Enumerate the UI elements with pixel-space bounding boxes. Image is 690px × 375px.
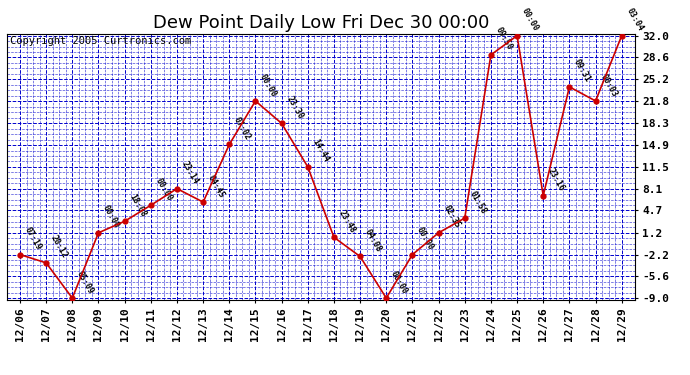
Text: 00:00: 00:00 [415,226,435,252]
Text: 03:04: 03:04 [624,7,644,33]
Text: 07:19: 07:19 [23,226,43,252]
Title: Dew Point Daily Low Fri Dec 30 00:00: Dew Point Daily Low Fri Dec 30 00:00 [152,14,489,32]
Text: 09:50: 09:50 [493,26,514,52]
Text: 00:00: 00:00 [101,204,121,230]
Text: 23:14: 23:14 [179,160,200,186]
Text: 09:31: 09:31 [572,58,593,84]
Text: 02:35: 02:35 [442,204,462,230]
Text: 18:08: 18:08 [128,192,148,219]
Text: 23:48: 23:48 [337,209,357,234]
Text: Copyright 2005 Curtronics.com: Copyright 2005 Curtronics.com [10,36,191,46]
Text: 23:16: 23:16 [546,167,566,193]
Text: 00:00: 00:00 [520,7,540,33]
Text: 04:08: 04:08 [363,228,383,254]
Text: 00:00: 00:00 [258,72,279,98]
Text: 05:09: 05:09 [75,269,95,295]
Text: 00:00: 00:00 [389,269,409,295]
Text: 01:58: 01:58 [468,189,488,215]
Text: 04:45: 04:45 [206,173,226,199]
Text: 20:12: 20:12 [49,234,69,260]
Text: 23:30: 23:30 [284,94,305,121]
Text: 00:00: 00:00 [154,176,174,203]
Text: 14:44: 14:44 [310,138,331,164]
Text: 07:02: 07:02 [232,116,253,142]
Text: 00:03: 00:03 [598,72,619,98]
